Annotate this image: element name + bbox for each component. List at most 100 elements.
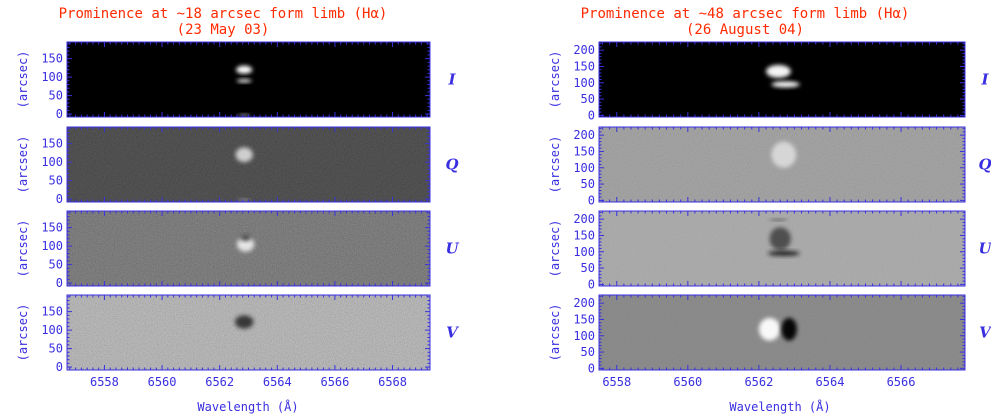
emission-feature: [236, 236, 255, 252]
stokes-panel-v: 0 50 100 150 200 (arcsec) V 6558 6560 6562 6564 656…: [548, 294, 991, 389]
x-tick-label: 6562: [205, 375, 234, 389]
emission-feature: [758, 317, 781, 341]
y-axis-label: (arcsec): [548, 304, 562, 362]
chart-title: Prominence at ~48 arcsec form limb (Hα): [581, 6, 910, 22]
emission-feature: [236, 78, 252, 83]
y-tick-label: 50: [49, 342, 63, 356]
emission-feature: [769, 218, 788, 221]
y-tick-label: 100: [41, 239, 63, 253]
y-tick-label: 200: [573, 296, 595, 310]
emission-feature: [235, 147, 253, 163]
panel-noise: [67, 295, 430, 370]
stokes-panel-i: 0 50 100 150 (arcsec) I: [16, 41, 456, 121]
stokes-label: U: [978, 240, 991, 258]
stokes-panel-u: 0 50 100 150 (arcsec) U: [16, 210, 459, 290]
y-tick-label: 150: [41, 52, 63, 66]
x-axis-label: Wavelength (Å): [729, 399, 830, 414]
y-tick-label: 50: [581, 92, 595, 106]
y-tick-label: 200: [573, 43, 595, 57]
emission-feature: [237, 114, 251, 117]
emission-feature: [781, 317, 797, 341]
y-tick-label: 0: [56, 107, 63, 121]
y-axis-label: (arcsec): [16, 220, 30, 278]
chart-subtitle: (26 August 04): [686, 22, 804, 38]
y-tick-label: 150: [41, 137, 63, 151]
y-tick-label: 0: [588, 361, 595, 375]
y-tick-label: 200: [573, 128, 595, 142]
stokes-panel-v: 0 50 100 150 (arcsec) V 6558 6560 6562 6564 6566 65…: [16, 294, 459, 389]
x-tick-label: 6568: [378, 375, 407, 389]
stokes-label: I: [447, 71, 456, 89]
y-axis-label: (arcsec): [16, 51, 30, 109]
stokes-label: V: [979, 324, 991, 342]
chart-right: Prominence at ~48 arcsec form limb (Hα) …: [548, 6, 991, 414]
x-tick-label: 6562: [744, 375, 773, 389]
y-tick-label: 150: [573, 59, 595, 73]
emission-feature: [767, 250, 800, 256]
y-tick-label: 150: [573, 144, 595, 158]
y-tick-label: 200: [573, 212, 595, 226]
stokes-panel-u: 0 50 100 150 200 (arcsec) U: [548, 210, 991, 291]
y-tick-label: 100: [573, 161, 595, 175]
y-tick-label: 100: [573, 329, 595, 343]
emission-feature: [771, 141, 797, 168]
y-tick-label: 50: [49, 258, 63, 272]
x-tick-label: 6564: [816, 375, 845, 389]
emission-feature: [240, 235, 251, 241]
y-tick-label: 100: [41, 155, 63, 169]
y-tick-label: 100: [573, 76, 595, 90]
panel-background: [599, 42, 965, 117]
emission-feature: [234, 315, 254, 329]
stokes-panels: 0 50 100 150 (arcsec) I 0 50 100 150 (arcsec) Q 0 50 1…: [16, 41, 459, 389]
stokes-panel-q: 0 50 100 150 (arcsec) Q: [16, 126, 459, 206]
y-axis-label: (arcsec): [16, 136, 30, 194]
x-tick-label: 6560: [673, 375, 702, 389]
stokes-label: I: [980, 71, 989, 89]
x-axis-label: Wavelength (Å): [197, 399, 298, 414]
y-tick-label: 50: [581, 177, 595, 191]
y-axis-label: (arcsec): [548, 220, 562, 278]
emission-feature: [237, 199, 251, 202]
y-tick-label: 0: [588, 193, 595, 207]
y-tick-label: 150: [41, 305, 63, 319]
y-tick-label: 0: [56, 192, 63, 206]
stokes-panels: 0 50 100 150 200 (arcsec) I 0 50 100 150 200 (arcsec…: [548, 41, 991, 389]
x-tick-label: 6560: [148, 375, 177, 389]
stokes-label: Q: [445, 156, 458, 174]
y-tick-label: 0: [56, 360, 63, 374]
y-tick-label: 100: [41, 323, 63, 337]
stokes-panel-i: 0 50 100 150 200 (arcsec) I: [548, 41, 989, 122]
stokes-label: U: [445, 240, 459, 258]
y-tick-label: 100: [41, 70, 63, 84]
x-tick-label: 6558: [90, 375, 119, 389]
stokes-label: V: [446, 324, 459, 342]
x-tick-label: 6564: [263, 375, 292, 389]
chart-left: Prominence at ~18 arcsec form limb (Hα) …: [16, 6, 459, 414]
emission-feature: [766, 64, 791, 78]
y-tick-label: 50: [581, 261, 595, 275]
x-tick-label: 6566: [320, 375, 349, 389]
y-axis-label: (arcsec): [548, 136, 562, 194]
y-tick-label: 50: [581, 345, 595, 359]
panel-noise: [67, 127, 430, 202]
emission-feature: [771, 81, 800, 88]
emission-feature: [236, 65, 253, 74]
chart-subtitle: (23 May 03): [177, 22, 270, 38]
y-axis-label: (arcsec): [548, 51, 562, 109]
stokes-panel-q: 0 50 100 150 200 (arcsec) Q: [548, 126, 991, 207]
y-tick-label: 50: [49, 89, 63, 103]
y-tick-label: 50: [49, 174, 63, 188]
x-tick-label: 6566: [887, 375, 916, 389]
x-tick-label: 6558: [602, 375, 631, 389]
y-tick-label: 0: [588, 108, 595, 122]
stokes-label: Q: [978, 156, 991, 174]
y-tick-label: 0: [56, 276, 63, 290]
y-tick-label: 0: [588, 277, 595, 291]
y-tick-label: 150: [573, 312, 595, 326]
chart-title: Prominence at ~18 arcsec form limb (Hα): [59, 6, 388, 22]
y-axis-label: (arcsec): [16, 304, 30, 362]
y-tick-label: 100: [573, 245, 595, 259]
emission-feature: [769, 227, 791, 251]
y-tick-label: 150: [41, 221, 63, 235]
